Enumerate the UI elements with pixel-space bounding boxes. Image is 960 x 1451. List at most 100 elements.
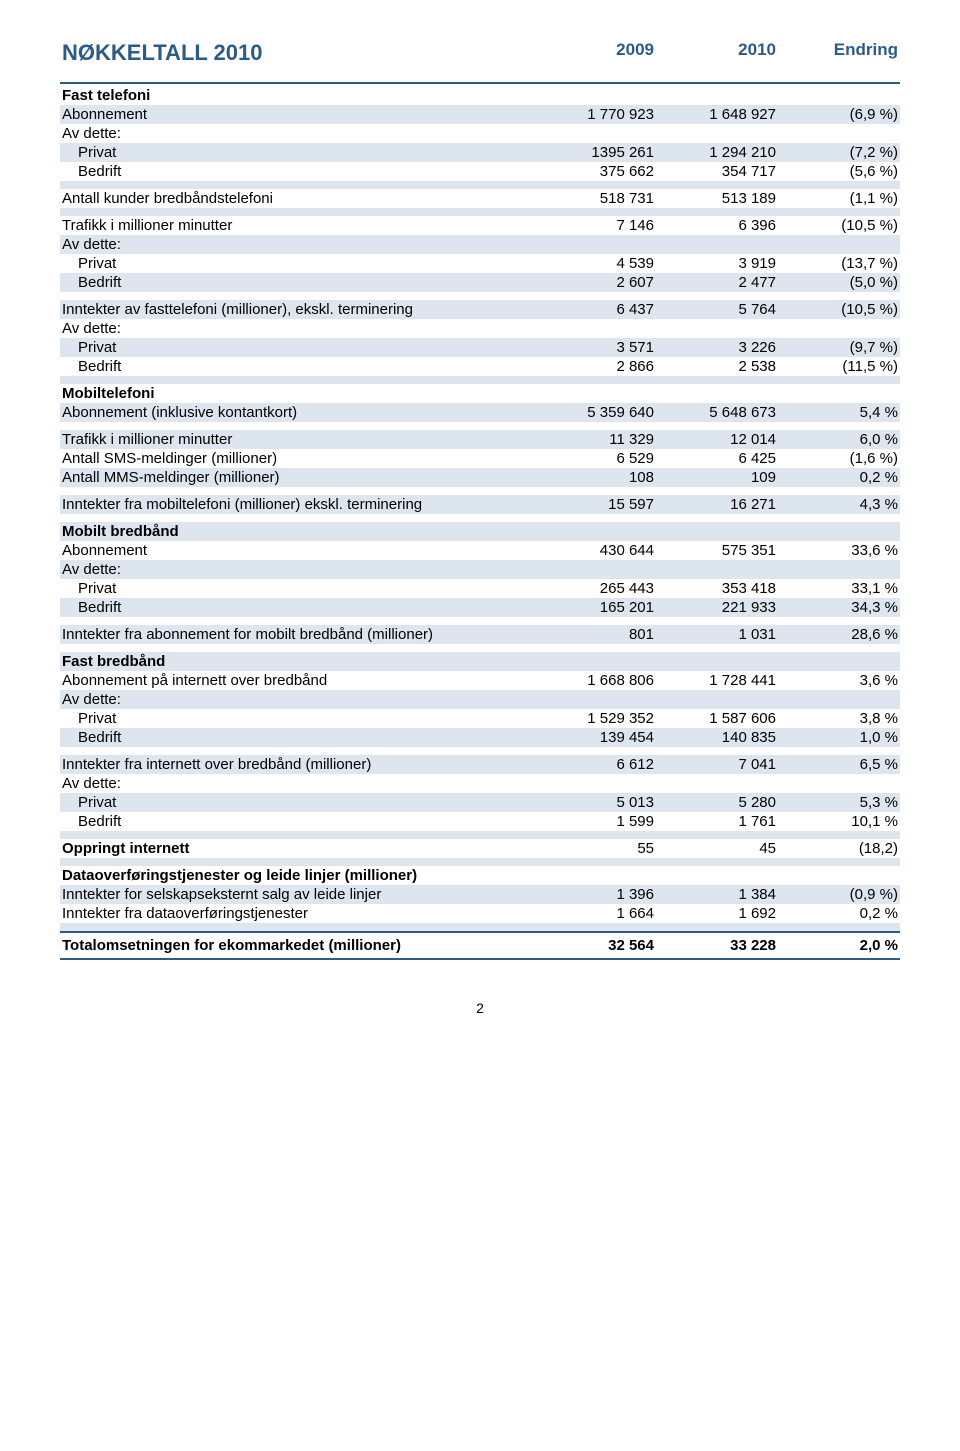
cell-v3: 1,0 % <box>778 729 900 746</box>
cell-v3 <box>778 385 900 402</box>
table-row <box>60 422 900 430</box>
row-label: Trafikk i millioner minutter <box>60 217 534 234</box>
cell-v3: (0,9 %) <box>778 886 900 903</box>
cell-v2 <box>656 125 778 142</box>
cell-v1: 1 529 352 <box>534 710 656 727</box>
cell-v1: 801 <box>534 626 656 643</box>
row-label: Inntekter fra abonnement for mobilt bred… <box>60 626 534 643</box>
cell-v1: 430 644 <box>534 542 656 559</box>
cell-v1: 1 770 923 <box>534 106 656 123</box>
table-row: Av dette: <box>60 235 900 254</box>
table-row: Trafikk i millioner minutter7 1466 396(1… <box>60 216 900 235</box>
table-row <box>60 923 900 931</box>
row-label: Bedrift <box>60 729 534 746</box>
cell-v3: 6,5 % <box>778 756 900 773</box>
row-label: Privat <box>60 580 534 597</box>
page-number: 2 <box>60 1000 900 1016</box>
table-row: Trafikk i millioner minutter11 32912 014… <box>60 430 900 449</box>
cell-v2: 1 692 <box>656 905 778 922</box>
table-body: Fast telefoni Abonnement1 770 9231 648 92… <box>60 86 900 931</box>
row-label: Oppringt internett <box>60 840 534 857</box>
row-label: Av dette: <box>60 775 534 792</box>
row-label: Av dette: <box>60 125 534 142</box>
totals-v1: 32 564 <box>534 937 656 954</box>
cell-v1 <box>534 320 656 337</box>
cell-v1: 2 866 <box>534 358 656 375</box>
table-row <box>60 376 900 384</box>
totals-v3: 2,0 % <box>778 937 900 954</box>
cell-v3: 4,3 % <box>778 496 900 513</box>
cell-v3: 6,0 % <box>778 431 900 448</box>
table-row: Bedrift2 6072 477(5,0 %) <box>60 273 900 292</box>
cell-v3: (10,5 %) <box>778 217 900 234</box>
totals-row: Totalomsetningen for ekommarkedet (milli… <box>60 931 900 960</box>
cell-v3 <box>778 523 900 540</box>
cell-v3: (6,9 %) <box>778 106 900 123</box>
table-row: Privat5 0135 2805,3 % <box>60 793 900 812</box>
cell-v1 <box>534 523 656 540</box>
cell-v1 <box>534 561 656 578</box>
cell-v1: 6 437 <box>534 301 656 318</box>
cell-v3 <box>778 236 900 253</box>
row-label: Fast telefoni <box>60 87 534 104</box>
row-label: Mobilt bredbånd <box>60 523 534 540</box>
table-row: Abonnement (inklusive kontantkort)5 359 … <box>60 403 900 422</box>
cell-v1: 2 607 <box>534 274 656 291</box>
row-label: Privat <box>60 255 534 272</box>
cell-v1: 4 539 <box>534 255 656 272</box>
cell-v1: 6 529 <box>534 450 656 467</box>
cell-v1 <box>534 867 656 884</box>
table-row: Fast telefoni <box>60 86 900 105</box>
cell-v2: 575 351 <box>656 542 778 559</box>
cell-v1 <box>534 653 656 670</box>
cell-v1: 1 599 <box>534 813 656 830</box>
cell-v1 <box>534 385 656 402</box>
row-label: Bedrift <box>60 813 534 830</box>
row-label: Fast bredbånd <box>60 653 534 670</box>
row-label: Dataoverføringstjenester og leide linjer… <box>60 867 534 884</box>
cell-v2 <box>656 691 778 708</box>
row-label: Antall kunder bredbåndstelefoni <box>60 190 534 207</box>
cell-v3: 34,3 % <box>778 599 900 616</box>
table-row: Inntekter av fasttelefoni (millioner), e… <box>60 300 900 319</box>
cell-v3: (7,2 %) <box>778 144 900 161</box>
table-row: Inntekter fra dataoverføringstjenester1 … <box>60 904 900 923</box>
table-row <box>60 858 900 866</box>
cell-v1 <box>534 691 656 708</box>
row-label: Inntekter for selskapseksternt salg av l… <box>60 886 534 903</box>
row-label: Inntekter av fasttelefoni (millioner), e… <box>60 301 534 318</box>
row-label: Mobiltelefoni <box>60 385 534 402</box>
cell-v2: 2 477 <box>656 274 778 291</box>
table-row: Inntekter fra internett over bredbånd (m… <box>60 755 900 774</box>
cell-v2: 6 396 <box>656 217 778 234</box>
cell-v3: 3,8 % <box>778 710 900 727</box>
row-label: Privat <box>60 794 534 811</box>
cell-v2: 45 <box>656 840 778 857</box>
row-label: Inntekter fra mobiltelefoni (millioner) … <box>60 496 534 513</box>
cell-v2: 353 418 <box>656 580 778 597</box>
table-row: Mobilt bredbånd <box>60 522 900 541</box>
col-header-endring: Endring <box>778 40 900 78</box>
cell-v1: 1 396 <box>534 886 656 903</box>
table-row: Inntekter fra abonnement for mobilt bred… <box>60 625 900 644</box>
cell-v2: 221 933 <box>656 599 778 616</box>
cell-v1: 518 731 <box>534 190 656 207</box>
cell-v2 <box>656 561 778 578</box>
cell-v3: (1,6 %) <box>778 450 900 467</box>
table-row <box>60 747 900 755</box>
cell-v1: 11 329 <box>534 431 656 448</box>
cell-v2: 1 648 927 <box>656 106 778 123</box>
cell-v1 <box>534 125 656 142</box>
cell-v3: 0,2 % <box>778 905 900 922</box>
cell-v1: 375 662 <box>534 163 656 180</box>
cell-v1: 165 201 <box>534 599 656 616</box>
table-row: Privat1395 2611 294 210(7,2 %) <box>60 143 900 162</box>
row-label: Abonnement <box>60 106 534 123</box>
table-row: Av dette: <box>60 690 900 709</box>
row-label: Bedrift <box>60 358 534 375</box>
table-row: Av dette: <box>60 319 900 338</box>
cell-v3: 0,2 % <box>778 469 900 486</box>
cell-v3: 33,6 % <box>778 542 900 559</box>
cell-v3: (9,7 %) <box>778 339 900 356</box>
table-row <box>60 487 900 495</box>
